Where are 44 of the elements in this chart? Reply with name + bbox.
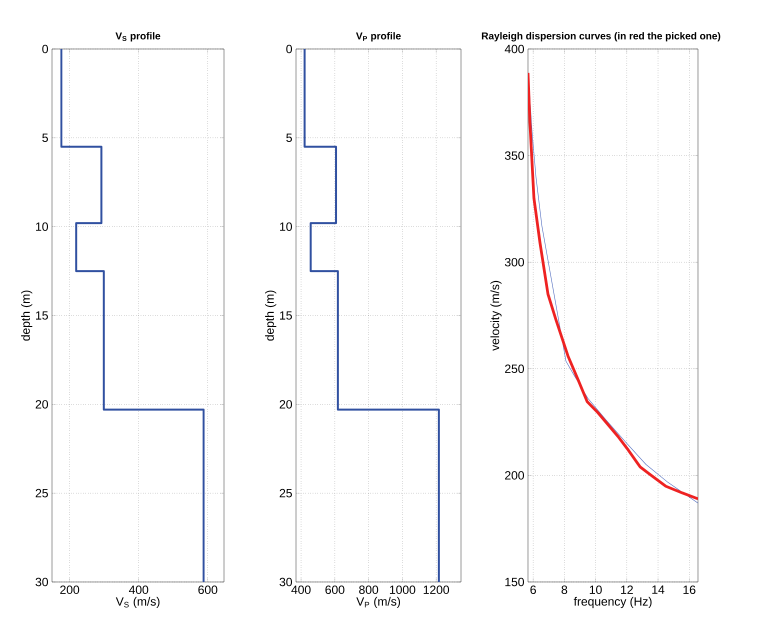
y-tick-label: 15 [36,311,48,320]
line-series [60,49,205,582]
y-tick-label: 30 [36,578,48,586]
y-axis-title: velocity (m/s) [490,280,502,351]
x-tick-label: 1000 [390,586,416,594]
x-tick-label: 6 [530,586,536,594]
x-tick-label: 200 [60,586,80,594]
y-tick-label: 20 [36,400,48,409]
y-tick-label: 10 [280,222,292,231]
x-tick-label: 600 [325,586,344,594]
x-tick-label: 1200 [424,586,450,594]
y-tick-label: 0 [42,44,48,54]
x-axis-title: V$_{S}$ (m/s) [116,596,160,608]
y-tick-label: 400 [504,44,524,54]
y-tick-label: 200 [505,471,524,480]
y-axis-title: depth (m) [21,290,32,341]
y-tick-label: 150 [505,578,524,586]
x-tick-label: 16 [683,586,696,594]
x-tick-label: 10 [590,586,602,594]
y-tick-label: 25 [280,488,292,498]
y-tick-label: 5 [42,134,48,142]
y-tick-label: 300 [504,258,524,266]
x-tick-label: 14 [652,586,664,594]
x-axis-title: V$_{P}$ (m/s) [356,596,400,608]
y-tick-label: 250 [505,364,524,374]
chart-title: Rayleigh dispersion curves (in red the picked one) [482,32,720,42]
x-tick-label: 8 [562,586,568,594]
x-tick-label: 400 [128,586,148,594]
chart-title: V$_{S}$ profile [115,32,160,42]
y-tick-label: 5 [286,134,292,142]
y-tick-label: 10 [36,222,48,231]
y-tick-label: 25 [36,488,48,498]
y-tick-label: 30 [280,578,292,586]
y-tick-label: 20 [280,400,292,409]
y-axis-title: depth (m) [265,290,276,341]
y-tick-label: 350 [504,151,524,160]
chart-title: V$_{P}$ profile [356,32,401,42]
x-axis-title: frequency (Hz) [574,596,652,608]
y-tick-label: 15 [280,311,292,320]
x-tick-label: 12 [621,586,633,594]
x-tick-label: 600 [198,586,218,594]
y-tick-label: 0 [286,44,292,54]
line-series [304,49,440,582]
x-tick-label: 800 [359,586,378,594]
